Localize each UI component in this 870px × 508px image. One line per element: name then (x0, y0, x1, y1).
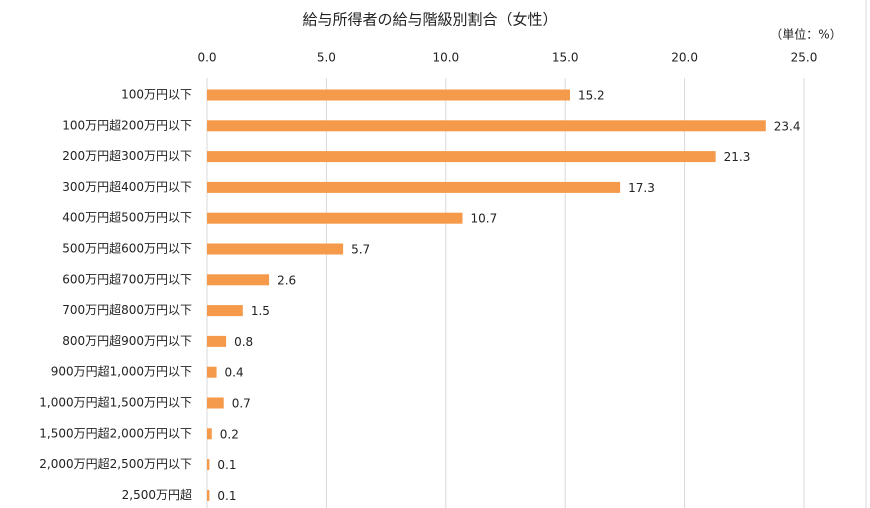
x-tick-label: 25.0 (791, 51, 818, 65)
data-label: 17.3 (628, 181, 655, 195)
y-tick-label: 400万円超500万円以下 (62, 210, 192, 225)
y-tick-label: 100万円超200万円以下 (62, 117, 192, 132)
data-label: 0.7 (232, 397, 251, 411)
y-tick-label: 500万円超600万円以下 (62, 241, 192, 256)
y-tick-label: 300万円超400万円以下 (62, 179, 192, 194)
y-tick-label: 100万円以下 (121, 88, 192, 102)
chart-title: 給与所得者の給与階級別割合（女性） (302, 11, 557, 29)
y-tick-label: 800万円超900万円以下 (62, 333, 192, 348)
bar (207, 459, 210, 471)
x-tick-label: 10.0 (432, 51, 459, 65)
y-tick-label: 600万円超700万円以下 (62, 271, 192, 286)
y-tick-label: 900万円超1,000万円以下 (51, 364, 192, 379)
bar (207, 489, 210, 501)
bar (207, 212, 463, 224)
bar (207, 274, 270, 286)
x-tick-label: 5.0 (317, 51, 336, 65)
bar (207, 151, 716, 163)
y-tick-label: 1,000万円超1,500万円以下 (39, 395, 192, 410)
data-label: 2.6 (277, 273, 296, 287)
bar (207, 335, 227, 347)
bar (207, 89, 570, 101)
bar (207, 243, 344, 255)
data-label: 0.1 (217, 489, 236, 503)
bar (207, 120, 766, 132)
y-tick-label: 1,500万円超2,000万円以下 (39, 425, 192, 440)
data-label: 23.4 (774, 119, 801, 133)
bar (207, 397, 224, 409)
data-label: 15.2 (578, 89, 605, 103)
data-label: 0.4 (225, 366, 244, 380)
bar (207, 366, 217, 378)
bar (207, 181, 621, 193)
y-tick-label: 200万円超300万円以下 (62, 148, 192, 163)
data-label: 0.8 (234, 335, 253, 349)
data-label: 0.2 (220, 427, 239, 441)
y-tick-label: 2,000万円超2,500万円以下 (39, 456, 192, 471)
bar (207, 305, 243, 317)
data-label: 21.3 (724, 150, 751, 164)
x-tick-label: 0.0 (197, 51, 216, 65)
x-tick-label: 15.0 (552, 51, 579, 65)
x-tick-label: 20.0 (671, 51, 698, 65)
y-tick-label: 700万円超800万円以下 (62, 302, 192, 317)
data-label: 0.1 (217, 458, 236, 472)
y-tick-label: 2,500万円超 (122, 487, 192, 502)
unit-annotation: （単位：%） (770, 27, 841, 42)
data-label: 1.5 (251, 304, 270, 318)
data-label: 5.7 (351, 243, 370, 257)
data-label: 10.7 (471, 212, 498, 226)
bar (207, 428, 212, 440)
